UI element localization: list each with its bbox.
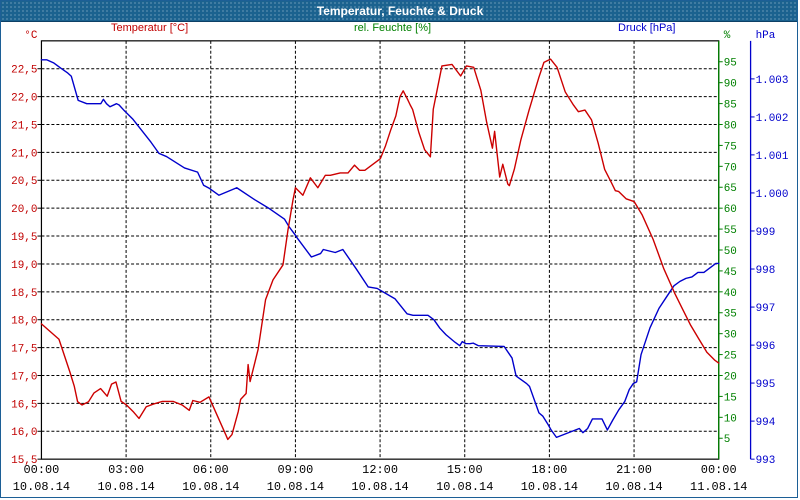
svg-text:°C: °C <box>24 30 38 42</box>
svg-text:20,0: 20,0 <box>11 204 37 216</box>
svg-text:%: % <box>724 30 731 42</box>
svg-text:22,0: 22,0 <box>11 93 37 105</box>
svg-text:5: 5 <box>724 434 731 446</box>
svg-text:40: 40 <box>724 288 737 300</box>
svg-text:17,0: 17,0 <box>11 371 37 383</box>
svg-text:1.002: 1.002 <box>756 113 789 125</box>
svg-text:10.08.14: 10.08.14 <box>97 480 154 494</box>
svg-text:17,5: 17,5 <box>11 344 37 356</box>
svg-text:06:00: 06:00 <box>193 463 229 477</box>
svg-text:30: 30 <box>724 330 737 342</box>
svg-text:16,0: 16,0 <box>11 427 37 439</box>
svg-text:12:00: 12:00 <box>362 463 398 477</box>
svg-text:10.08.14: 10.08.14 <box>521 480 578 494</box>
svg-text:15: 15 <box>724 392 737 404</box>
svg-text:10.08.14: 10.08.14 <box>13 480 70 494</box>
svg-text:10.08.14: 10.08.14 <box>182 480 239 494</box>
svg-text:21:00: 21:00 <box>616 463 652 477</box>
svg-text:00:00: 00:00 <box>701 463 737 477</box>
svg-text:1.000: 1.000 <box>756 189 789 201</box>
svg-text:80: 80 <box>724 120 737 132</box>
svg-text:09:00: 09:00 <box>278 463 314 477</box>
svg-text:994: 994 <box>756 417 776 429</box>
svg-text:998: 998 <box>756 265 776 277</box>
svg-text:993: 993 <box>756 455 776 467</box>
svg-text:22,5: 22,5 <box>11 65 37 77</box>
svg-text:95: 95 <box>724 58 737 70</box>
svg-text:hPa: hPa <box>756 30 776 42</box>
svg-text:999: 999 <box>756 227 776 239</box>
svg-text:25: 25 <box>724 351 737 363</box>
svg-text:20,5: 20,5 <box>11 176 37 188</box>
svg-text:997: 997 <box>756 303 776 315</box>
svg-text:15:00: 15:00 <box>447 463 483 477</box>
svg-text:21,0: 21,0 <box>11 148 37 160</box>
svg-text:10.08.14: 10.08.14 <box>267 480 324 494</box>
svg-text:16,5: 16,5 <box>11 399 37 411</box>
svg-text:65: 65 <box>724 183 737 195</box>
svg-text:03:00: 03:00 <box>108 463 144 477</box>
svg-text:1.001: 1.001 <box>756 151 789 163</box>
svg-text:10.08.14: 10.08.14 <box>605 480 662 494</box>
svg-text:1.003: 1.003 <box>756 75 789 87</box>
svg-text:50: 50 <box>724 246 737 258</box>
svg-text:00:00: 00:00 <box>24 463 60 477</box>
svg-text:21,5: 21,5 <box>11 120 37 132</box>
svg-text:18:00: 18:00 <box>531 463 567 477</box>
svg-text:90: 90 <box>724 79 737 91</box>
svg-text:20: 20 <box>724 371 737 383</box>
svg-text:996: 996 <box>756 341 776 353</box>
svg-text:85: 85 <box>724 100 737 112</box>
svg-text:995: 995 <box>756 379 776 391</box>
svg-text:19,0: 19,0 <box>11 260 37 272</box>
svg-text:70: 70 <box>724 162 737 174</box>
svg-text:10.08.14: 10.08.14 <box>351 480 408 494</box>
svg-text:19,5: 19,5 <box>11 232 37 244</box>
svg-text:11.08.14: 11.08.14 <box>690 480 747 494</box>
svg-text:10.08.14: 10.08.14 <box>436 480 493 494</box>
svg-text:10: 10 <box>724 413 737 425</box>
svg-text:60: 60 <box>724 204 737 216</box>
svg-text:45: 45 <box>724 267 737 279</box>
svg-text:75: 75 <box>724 141 737 153</box>
svg-text:55: 55 <box>724 225 737 237</box>
svg-text:18,0: 18,0 <box>11 316 37 328</box>
svg-text:18,5: 18,5 <box>11 288 37 300</box>
svg-text:35: 35 <box>724 309 737 321</box>
